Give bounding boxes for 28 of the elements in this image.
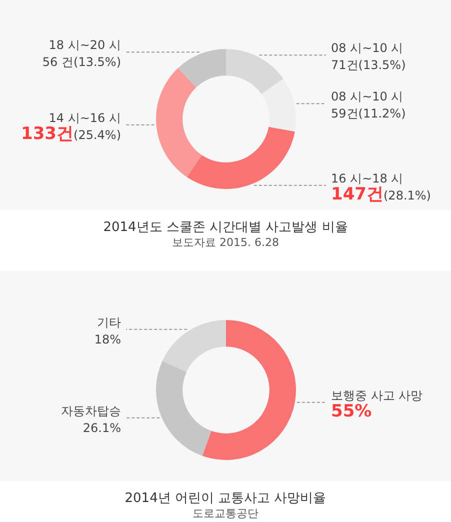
text: 보도자료 2015. 6.28 (172, 236, 279, 249)
donut-slice (156, 360, 212, 456)
donut-slice (162, 320, 226, 372)
data-label: 133건(25.4%) (21, 124, 121, 144)
data-label: 147건(28.1%) (331, 184, 431, 204)
slice-label: 08 시~10 시 (331, 90, 404, 104)
donut-slice (202, 320, 296, 460)
data-label: 56 건(13.5%) (42, 55, 121, 70)
donut-slice (178, 49, 226, 88)
slice-label: 자동차탑승 (61, 404, 121, 418)
data-label: 55% (331, 401, 372, 422)
donut-slice (156, 68, 202, 178)
data-label: 71건(13.5%) (331, 58, 406, 72)
slice-label: 18 시~20 시 (48, 38, 121, 52)
data-label: 18% (94, 332, 121, 346)
data-label: 26.1% (82, 420, 121, 435)
text: 2014년 어린이 교통사고 사망비율 (124, 491, 326, 506)
donut-slice (226, 49, 284, 94)
slice-label: 기타 (97, 315, 121, 330)
text: 2014년도 스쿨존 시간대별 사고발생 비율 (103, 220, 348, 235)
data-label: 59건(11.2%) (331, 106, 406, 121)
text: 도로교통공단 (192, 507, 258, 520)
donut-slice (261, 78, 296, 132)
slice-label: 14 시~16 시 (48, 110, 121, 125)
slice-label: 보행중 사고 사망 (331, 388, 423, 402)
donut-slice (186, 126, 295, 189)
slice-label: 16 시~18 시 (331, 171, 404, 186)
slice-label: 08 시~10 시 (331, 41, 404, 56)
